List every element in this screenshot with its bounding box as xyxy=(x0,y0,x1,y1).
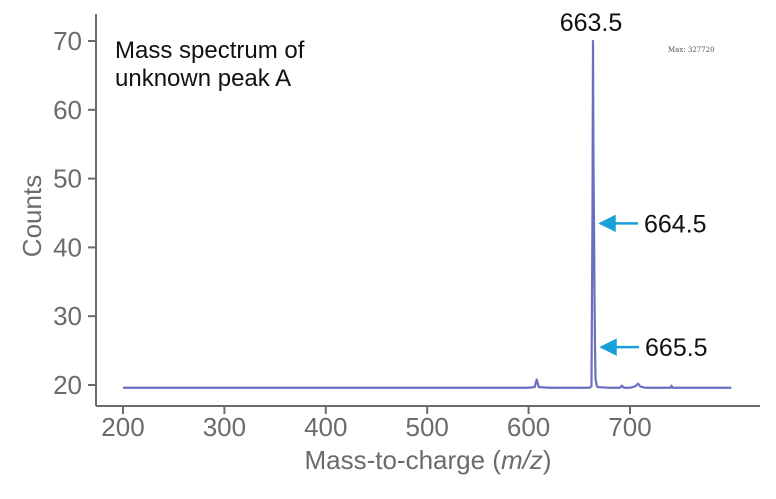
x-axis-title: Mass-to-charge (m/z) xyxy=(304,445,551,475)
x-tick-label: 700 xyxy=(608,412,651,442)
max-intensity-text: Max: 327720 xyxy=(668,46,715,54)
x-axis-title-prefix: Mass-to-charge ( xyxy=(304,445,501,475)
x-axis-title-suffix: ) xyxy=(543,445,552,475)
x-axis-ticks: 200 300 400 500 600 700 xyxy=(101,406,652,442)
y-tick-label: 70 xyxy=(53,26,82,56)
y-tick-label: 20 xyxy=(53,370,82,400)
x-tick-label: 600 xyxy=(507,412,550,442)
x-tick-label: 300 xyxy=(203,412,246,442)
x-tick-label: 400 xyxy=(304,412,347,442)
peak-annotations: 663.5 664.5 665.5 xyxy=(560,9,708,362)
y-axis-ticks: 20 30 40 50 60 70 xyxy=(53,26,96,400)
chart-title-line-1: Mass spectrum of xyxy=(115,37,305,64)
y-tick-label: 30 xyxy=(53,301,82,331)
peak-label: 664.5 xyxy=(644,210,707,238)
y-tick-label: 50 xyxy=(53,164,82,194)
y-tick-label: 60 xyxy=(53,95,82,125)
y-tick-label: 40 xyxy=(53,232,82,262)
chart-title-line-2: unknown peak A xyxy=(115,65,291,92)
series-line xyxy=(123,39,732,389)
y-axis-title: Counts xyxy=(17,175,47,257)
x-tick-label: 500 xyxy=(406,412,449,442)
x-axis-title-italic: m/z xyxy=(501,445,543,475)
x-tick-label: 200 xyxy=(101,412,144,442)
peak-label-top: 663.5 xyxy=(560,9,623,37)
peak-label: 665.5 xyxy=(645,334,708,362)
